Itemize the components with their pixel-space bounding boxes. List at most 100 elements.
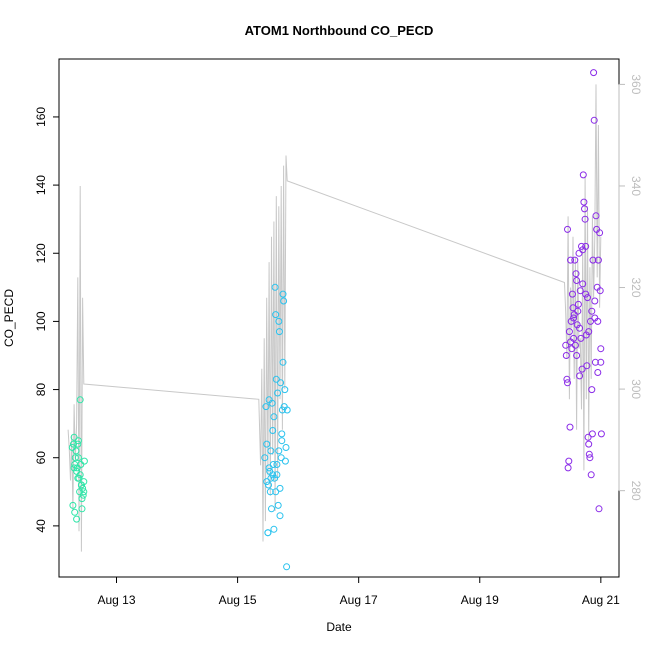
data-point-s1 (266, 488, 274, 496)
data-point-s2 (576, 287, 584, 295)
data-point-s2 (589, 256, 597, 264)
plot-frame (58, 58, 620, 578)
data-point-s0 (80, 457, 88, 465)
data-point-s2 (590, 116, 598, 124)
data-point-s1 (271, 283, 279, 291)
data-point-s2 (572, 270, 580, 278)
data-point-s0 (71, 508, 79, 516)
data-point-s1 (269, 427, 277, 434)
data-point-s0 (74, 454, 82, 462)
secondary-y-axis: 280 300 320 340 360 (618, 74, 643, 501)
trace-line-group (67, 84, 602, 552)
data-point-s0 (77, 481, 85, 489)
data-point-s0 (74, 474, 82, 482)
data-point-s2 (588, 430, 596, 438)
data-point-s2 (583, 362, 591, 370)
y-tick-label: 60 (34, 451, 48, 465)
y-axis: 40 60 80 100 120 140 160 (34, 107, 60, 533)
data-point-s1 (279, 290, 287, 298)
data-point-s1 (267, 447, 275, 455)
data-point-s1 (281, 386, 289, 394)
data-point-s2 (565, 457, 573, 465)
y-tick-label: 100 (34, 311, 48, 331)
data-point-s1 (278, 406, 286, 414)
data-point-s1 (273, 461, 281, 468)
data-point-s1 (261, 454, 269, 462)
data-point-s2 (571, 341, 579, 349)
data-point-s2 (567, 338, 575, 346)
y2-tick-label: 320 (629, 277, 643, 297)
trace-line (67, 84, 602, 552)
data-point-s0 (70, 433, 78, 441)
data-point-s1 (265, 481, 272, 489)
data-point-s2 (588, 307, 596, 315)
data-point-s2 (562, 352, 570, 359)
data-point-s1 (273, 471, 281, 479)
data-point-s1 (268, 505, 275, 513)
data-point-s0 (72, 447, 80, 455)
data-point-s0 (76, 396, 84, 404)
y-tick-label: 120 (34, 243, 48, 263)
y-tick-label: 160 (34, 107, 48, 127)
data-point-s2 (595, 505, 603, 513)
data-point-s0 (79, 491, 87, 499)
data-point-s1 (274, 389, 282, 397)
y2-tick-label: 340 (629, 176, 643, 196)
data-point-s1 (272, 375, 280, 383)
y2-tick-label: 280 (629, 481, 643, 501)
data-point-s0 (74, 437, 82, 445)
data-point-s2 (581, 205, 588, 213)
data-point-s0 (73, 515, 81, 523)
data-point-s2 (587, 471, 595, 479)
data-point-s1 (272, 488, 280, 496)
points-group (68, 69, 605, 571)
data-point-s1 (269, 471, 277, 479)
y-tick-label: 140 (34, 175, 48, 195)
x-axis-label: Date (326, 620, 352, 634)
x-tick-label: Aug 13 (97, 593, 135, 607)
data-point-s0 (78, 505, 86, 513)
data-point-s2 (594, 317, 602, 325)
data-point-s2 (597, 430, 605, 438)
data-point-s2 (579, 280, 587, 288)
data-point-s2 (574, 307, 582, 315)
data-point-s0 (80, 488, 88, 496)
data-point-s2 (596, 229, 604, 237)
data-point-s1 (269, 461, 277, 468)
data-point-s1 (268, 399, 276, 407)
data-point-s1 (280, 297, 288, 305)
data-point-s2 (569, 304, 577, 312)
data-point-s2 (563, 375, 571, 383)
y-tick-label: 80 (34, 383, 48, 397)
data-point-s1 (263, 478, 271, 486)
data-point-s2 (564, 379, 571, 387)
y-tick-label: 40 (34, 519, 48, 533)
y-axis-label: CO_PECD (2, 289, 16, 347)
x-tick-label: Aug 15 (219, 593, 257, 607)
data-point-s2 (574, 300, 582, 308)
data-point-s2 (571, 256, 579, 264)
x-tick-label: Aug 21 (582, 593, 620, 607)
data-point-s2 (585, 440, 593, 448)
data-point-s1 (270, 413, 278, 421)
data-point-s1 (276, 512, 284, 520)
data-point-s2 (594, 256, 602, 264)
data-point-s2 (597, 345, 605, 353)
data-point-s2 (577, 334, 585, 342)
data-point-s1 (278, 437, 286, 445)
data-point-s2 (590, 69, 598, 77)
data-point-s2 (591, 358, 599, 366)
x-axis: Aug 13 Aug 15 Aug 17 Aug 19 Aug 21 (97, 576, 620, 607)
data-point-s2 (584, 433, 592, 441)
data-point-s2 (578, 365, 586, 373)
data-point-s0 (79, 484, 87, 492)
data-point-s1 (277, 379, 285, 387)
data-point-s2 (573, 352, 581, 359)
data-point-s2 (594, 369, 602, 376)
data-point-s2 (564, 464, 572, 472)
data-point-s1 (272, 311, 280, 319)
data-point-s1 (278, 430, 286, 438)
data-point-s1 (283, 563, 291, 571)
data-point-s1 (279, 358, 287, 366)
